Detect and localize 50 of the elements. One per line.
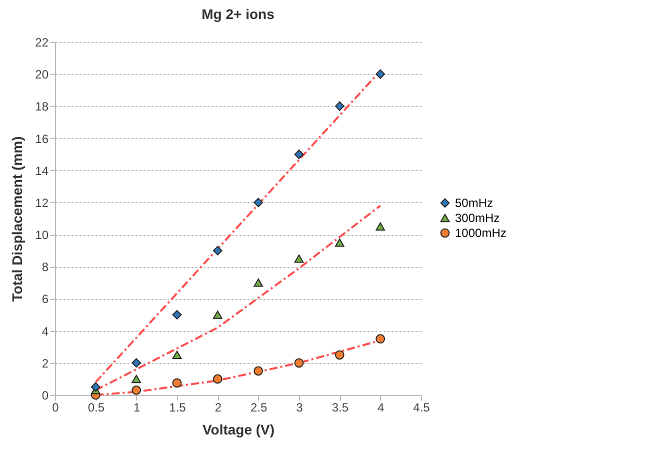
point bbox=[172, 378, 182, 388]
point bbox=[334, 350, 344, 360]
y-tick-label: 2 bbox=[42, 356, 49, 370]
legend-label: 1000mHz bbox=[455, 226, 506, 240]
point bbox=[132, 374, 142, 384]
y-tick-label: 18 bbox=[35, 100, 49, 114]
point bbox=[132, 358, 142, 368]
chart-title: Mg 2+ ions bbox=[202, 6, 275, 22]
y-tick-label: 4 bbox=[42, 324, 49, 338]
y-tick-label: 10 bbox=[35, 228, 49, 242]
point bbox=[376, 69, 386, 79]
point bbox=[294, 254, 304, 263]
point bbox=[132, 386, 142, 395]
x-tick-label: 3 bbox=[296, 400, 304, 414]
y-tick-label: 8 bbox=[42, 260, 49, 274]
y-axis-title: Total Displacement (mm) bbox=[9, 136, 26, 302]
y-tick-label: 14 bbox=[35, 164, 49, 178]
point bbox=[294, 358, 304, 368]
point bbox=[212, 246, 222, 256]
point bbox=[254, 366, 264, 376]
x-tick-label: 0.5 bbox=[88, 400, 105, 414]
y-tick-label: 20 bbox=[35, 68, 49, 82]
y-tick-label: 22 bbox=[35, 36, 49, 50]
x-tick-label: 0 bbox=[52, 400, 60, 414]
point bbox=[172, 350, 182, 360]
point bbox=[376, 222, 386, 231]
x-axis-title: Voltage (V) bbox=[202, 422, 275, 438]
point bbox=[212, 374, 222, 384]
point bbox=[254, 278, 264, 287]
point bbox=[172, 310, 182, 320]
point bbox=[254, 198, 264, 208]
y-tick-label: 16 bbox=[35, 132, 49, 146]
point bbox=[334, 102, 344, 111]
y-tick-label: 6 bbox=[42, 292, 49, 306]
point bbox=[294, 150, 304, 159]
y-tick-label: 0 bbox=[42, 388, 49, 402]
legend-label: 300mHz bbox=[455, 211, 500, 225]
point bbox=[90, 382, 100, 392]
x-tick-label: 3.5 bbox=[332, 400, 349, 414]
x-tick-label: 1.5 bbox=[169, 400, 186, 414]
x-tick-label: 4.5 bbox=[413, 400, 430, 414]
x-tick-label: 4 bbox=[377, 400, 384, 414]
point bbox=[334, 238, 344, 247]
x-tick-label: 2.5 bbox=[250, 400, 268, 414]
y-tick-label: 12 bbox=[35, 196, 49, 210]
x-tick-label: 1 bbox=[133, 400, 140, 414]
legend-label: 50mHz bbox=[455, 196, 494, 210]
point bbox=[376, 334, 386, 344]
point bbox=[212, 310, 222, 319]
x-tick-label: 2 bbox=[214, 400, 222, 414]
